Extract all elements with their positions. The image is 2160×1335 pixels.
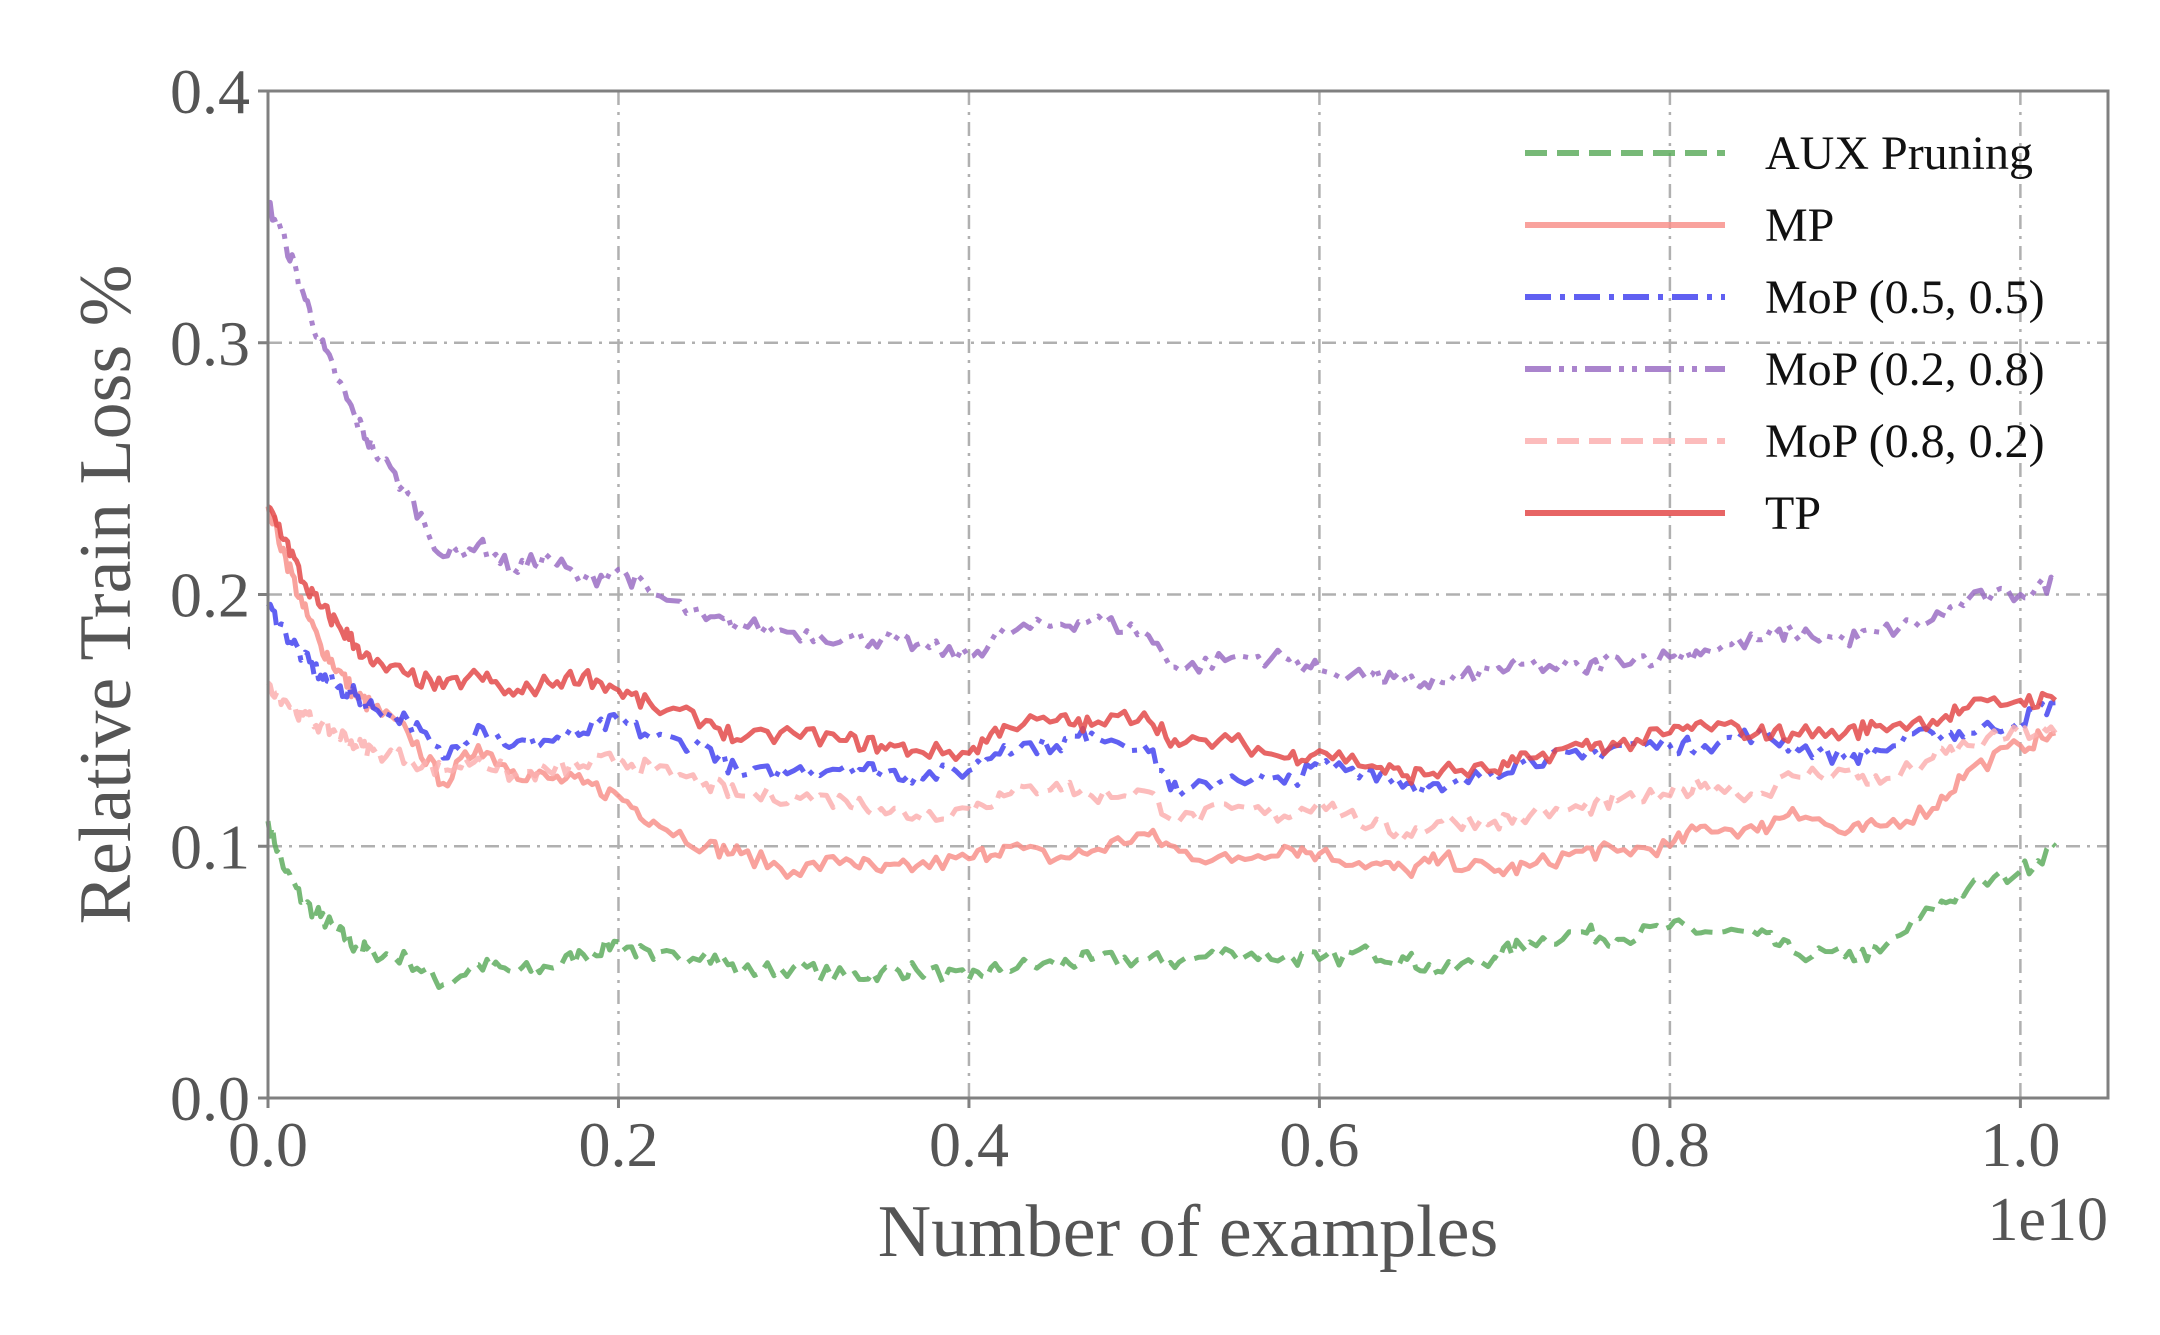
x-tick-label: 0.4 [929, 1109, 1009, 1180]
legend-label: MoP (0.2, 0.8) [1765, 343, 2045, 396]
legend-label: TP [1765, 487, 1821, 540]
x-tick-label: 0.6 [1279, 1109, 1359, 1180]
x-tick-label: 0.2 [578, 1109, 658, 1180]
legend-label: MP [1765, 199, 1834, 252]
series-line [266, 680, 2058, 842]
y-tick-label: 0.1 [170, 811, 250, 882]
legend-label: MoP (0.5, 0.5) [1765, 271, 2045, 324]
y-tick-label: 0.3 [170, 308, 250, 379]
x-tick-label: 0.8 [1630, 1109, 1710, 1180]
y-tick-label: 0.4 [170, 56, 250, 127]
series-lines [265, 199, 2058, 990]
legend-label: AUX Pruning [1765, 127, 2033, 180]
legend-label: MoP (0.8, 0.2) [1765, 415, 2045, 468]
y-axis-label: Relative Train Loss % [65, 265, 147, 925]
x-tick-label: 0.0 [228, 1109, 308, 1180]
x-tick-label: 1.0 [1980, 1109, 2060, 1180]
legend: AUX Pruning MP MoP (0.5, 0.5) MoP (0.2, 0.8… [1525, 127, 2045, 540]
y-tick-label: 0.0 [170, 1063, 250, 1134]
y-tick-label: 0.2 [170, 560, 250, 631]
series-line [265, 820, 2058, 990]
axis-ticks: 0.0 0.2 0.4 0.6 0.8 1.0 0.0 0.1 0.2 0.3 0.4 [170, 56, 2060, 1180]
series-line [265, 505, 2057, 880]
series-line [266, 601, 2056, 799]
x-axis-label: Number of examples [878, 1191, 1499, 1273]
series-line [266, 504, 2058, 786]
x-axis-offset-label: 1e10 [1987, 1186, 2108, 1254]
